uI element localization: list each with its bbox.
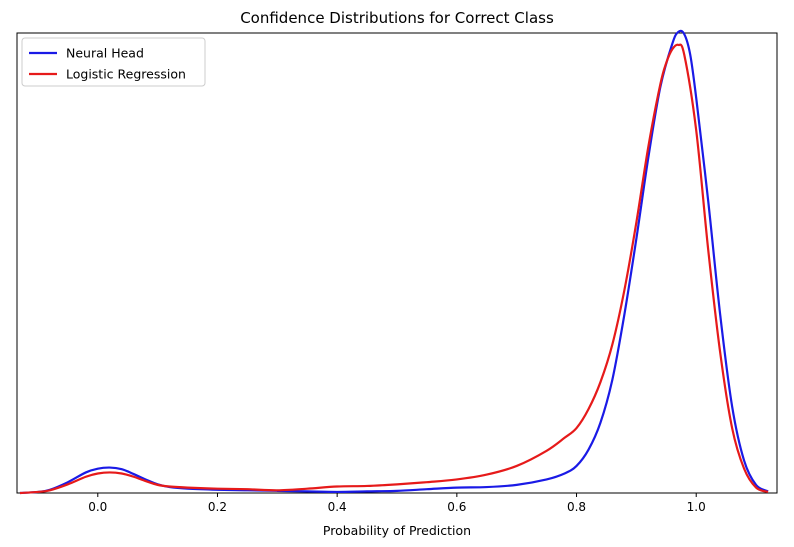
- x-tick-label: 0.0: [88, 500, 107, 514]
- plot-area-frame: [16, 32, 778, 494]
- x-tick-label: 0.4: [328, 500, 347, 514]
- x-tick-label: 0.6: [447, 500, 466, 514]
- legend: Neural Head Logistic Regression: [21, 37, 206, 87]
- legend-label: Logistic Regression: [66, 67, 186, 82]
- chart-title: Confidence Distributions for Correct Cla…: [240, 9, 554, 27]
- x-axis-ticks: 0.0 0.2 0.4 0.6 0.8 1.0: [88, 493, 706, 514]
- legend-box: [21, 37, 206, 87]
- series-layer: [19, 29, 769, 495]
- x-tick-label: 1.0: [687, 500, 706, 514]
- x-tick-label: 0.8: [567, 500, 586, 514]
- x-tick-label: 0.2: [208, 500, 227, 514]
- legend-label: Neural Head: [66, 46, 144, 61]
- series-line-neural-head: [19, 29, 769, 495]
- series-line-logistic-regression: [19, 43, 769, 495]
- x-axis-title: Probability of Prediction: [323, 523, 471, 538]
